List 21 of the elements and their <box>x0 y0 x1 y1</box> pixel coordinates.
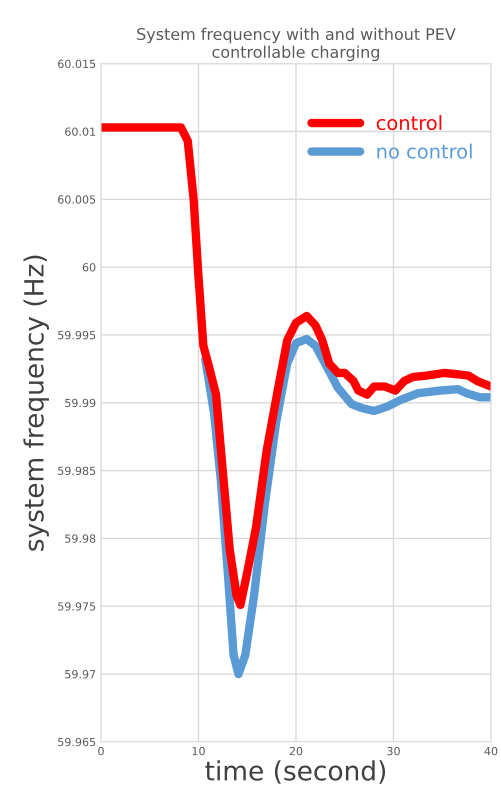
y-tick-label: 59.995 <box>58 330 96 340</box>
y-axis-title: system frequency (Hz) <box>23 256 49 551</box>
y-tick-label: 60.015 <box>58 60 96 68</box>
x-tick-label: 20 <box>290 746 302 756</box>
x-tick-label: 40 <box>484 746 498 756</box>
y-tick-label: 59.99 <box>65 398 96 408</box>
chart-title: System frequency with and without PEV controllable charging <box>137 28 456 62</box>
x-tick-label: 0 <box>98 746 104 756</box>
y-tick-label: 59.975 <box>58 602 96 611</box>
legend-label: control <box>376 115 442 130</box>
x-axis-title: time (second) <box>205 760 386 784</box>
x-tick-label: 30 <box>387 746 400 756</box>
y-tick-label: 59.98 <box>65 534 96 543</box>
y-tick-label: 60 <box>82 263 96 272</box>
legend-label: no control <box>377 144 472 159</box>
y-tick-label: 60.005 <box>58 195 96 204</box>
y-tick-label: 59.985 <box>58 466 96 475</box>
y-tick-label: 59.965 <box>58 738 96 746</box>
y-tick-label: 59.97 <box>65 670 96 678</box>
x-tick-label: 10 <box>192 746 205 756</box>
y-tick-label: 60.01 <box>65 127 96 136</box>
